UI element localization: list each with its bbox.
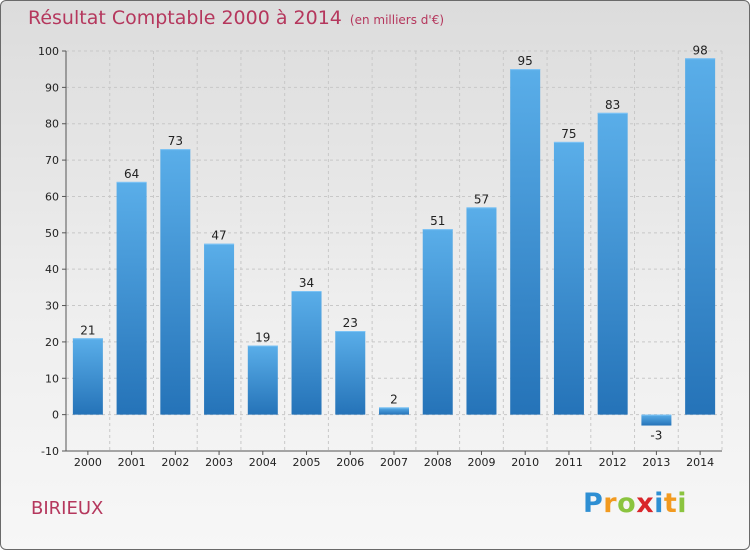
bar-2006 [335,331,366,415]
value-label-2004: 19 [255,331,270,345]
value-label-2001: 64 [124,167,139,181]
y-tick-label: 0 [52,409,59,422]
y-tick-label: 20 [45,336,59,349]
value-label-2009: 57 [474,192,489,206]
x-tick-label-2008: 2008 [424,456,452,469]
logo-letter: P [583,488,604,519]
logo-letter: t [663,488,678,519]
chart-title-main: Résultat Comptable 2000 à 2014 [28,7,342,29]
axes: -10 0 10 20 30 40 50 60 70 80 90 100 2000 2001 2002 200… [38,45,722,469]
value-label-2006: 23 [343,316,358,330]
x-tick-label-2011: 2011 [555,456,583,469]
value-label-2013: -3 [650,429,662,443]
y-tick-label: -10 [41,445,59,458]
commune-name: BIRIEUX [31,498,104,519]
value-label-2007: 2 [390,392,398,406]
x-tick-label-2002: 2002 [161,456,189,469]
x-tick-label-2005: 2005 [293,456,321,469]
bar-2010 [510,69,541,415]
y-tick-label: 10 [45,372,59,385]
bar-2013 [641,414,672,426]
proxiti-logo: Proxiti [583,488,687,519]
bar-2005 [291,291,322,415]
value-label-2000: 21 [80,323,95,337]
y-tick-label: 90 [45,81,59,94]
logo-letter: r [603,488,618,519]
bars [72,58,716,426]
x-tick-label-2013: 2013 [642,456,670,469]
value-label-2003: 47 [211,229,226,243]
logo-letter: i [654,488,664,519]
bar-2001 [116,181,147,415]
logo-letter: o [617,488,637,519]
x-tick-label-2007: 2007 [380,456,408,469]
labels: 21 64 73 47 19 34 23 2 51 57 95 75 83 -3 98 [80,43,708,442]
bar-2011 [553,141,584,415]
logo-letter: x [636,488,655,519]
logo-letter: i [677,488,688,519]
y-tick-label: 70 [45,154,59,167]
x-tick-label-2003: 2003 [205,456,233,469]
bar-2003 [204,243,235,415]
bar-2000 [72,338,103,415]
bar-2007 [379,407,409,415]
bar-2008 [422,229,453,415]
bar-2004 [247,345,278,415]
y-tick-label: 80 [45,118,59,131]
value-label-2005: 34 [299,276,314,290]
x-tick-label-2004: 2004 [249,456,277,469]
x-tick-label-2006: 2006 [336,456,364,469]
y-tick-label: 60 [45,190,59,203]
bar-2002 [160,149,191,415]
value-label-2011: 75 [561,127,576,141]
chart-title: Résultat Comptable 2000 à 2014 (en millie… [28,7,444,29]
bar-2014 [685,58,716,415]
x-tick-label-2010: 2010 [511,456,539,469]
value-label-2002: 73 [168,134,183,148]
value-label-2008: 51 [430,214,445,228]
value-label-2012: 83 [605,98,620,112]
bar-2012 [597,112,628,415]
chart-subtitle: (en milliers d'€) [349,13,445,27]
x-tick-label-2000: 2000 [74,456,102,469]
y-tick-label: 50 [45,227,59,240]
value-label-2010: 95 [518,54,533,68]
bar-2009 [466,207,497,415]
x-tick-label-2014: 2014 [686,456,714,469]
x-tick-label-2001: 2001 [118,456,146,469]
value-label-2014: 98 [692,43,707,57]
y-tick-label: 40 [45,263,59,276]
y-tick-label: 100 [38,45,59,58]
y-tick-label: 30 [45,300,59,313]
x-tick-label-2009: 2009 [467,456,495,469]
x-tick-label-2012: 2012 [599,456,627,469]
